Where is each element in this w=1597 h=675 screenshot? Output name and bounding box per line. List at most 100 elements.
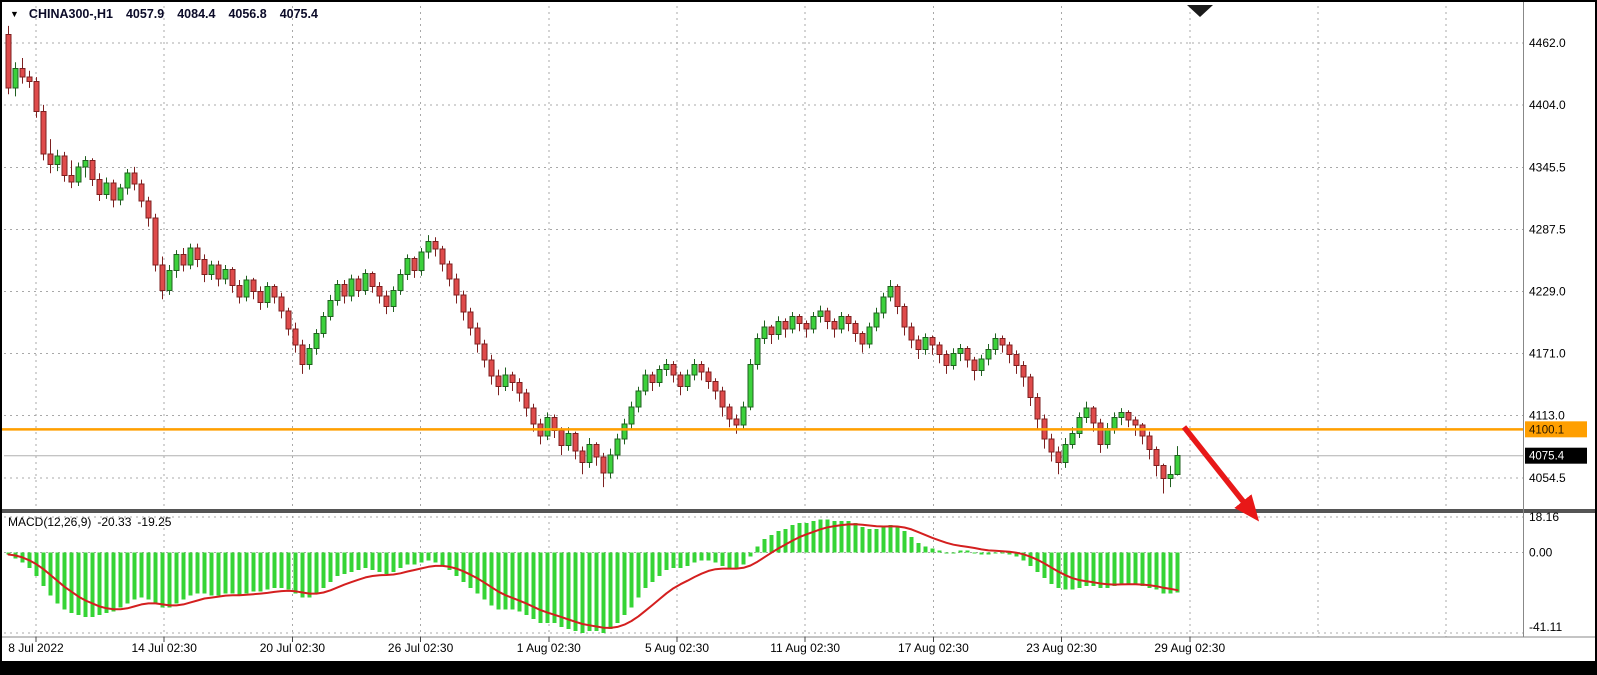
time-axis-label: 26 Jul 02:30 <box>388 641 454 655</box>
macd-histogram-bar <box>265 552 270 590</box>
price-axis-labels: 4462.0 4404.0 4345.5 4287.5 4229.0 4171.0 4113… <box>1529 36 1566 485</box>
candle-body <box>1062 443 1069 464</box>
collapse-triangle-icon[interactable]: ▼ <box>10 9 19 19</box>
candle-body <box>1118 411 1125 419</box>
candle-body <box>229 268 236 286</box>
macd-histogram-bar <box>279 552 284 588</box>
macd-histogram-bar <box>1140 552 1145 586</box>
ohlc-open-value: 4057.9 <box>125 7 165 21</box>
candle-body <box>432 241 439 250</box>
macd-histogram-bar <box>475 552 480 594</box>
macd-histogram-bar <box>930 548 935 553</box>
macd-histogram-bar <box>1091 552 1096 586</box>
candle-body <box>75 166 82 183</box>
macd-panel-area[interactable] <box>4 514 1523 637</box>
macd-axis-label: 18.16 <box>1529 510 1559 524</box>
macd-histogram-bar <box>342 552 347 575</box>
candle-body <box>243 279 250 298</box>
candle-body <box>831 321 838 330</box>
macd-histogram-bar <box>860 527 865 553</box>
candle-body <box>719 390 726 408</box>
candle-body <box>222 268 229 280</box>
candle-body <box>1048 438 1055 453</box>
candle-body <box>1097 422 1104 445</box>
macd-histogram-bar <box>69 552 74 614</box>
candle-body <box>138 183 145 202</box>
time-axis-label: 29 Aug 02:30 <box>1154 641 1225 655</box>
candle-body <box>565 433 572 446</box>
macd-histogram-bar <box>1133 552 1138 584</box>
candlestick-series <box>5 25 1181 494</box>
candle-body <box>908 326 915 341</box>
candle-body <box>1076 417 1083 435</box>
macd-indicator <box>6 519 1180 633</box>
candle-body <box>887 285 894 298</box>
macd-histogram-bar <box>496 552 501 610</box>
macd-histogram-bar <box>146 552 151 600</box>
window-bottom-edge-bar <box>0 662 1597 675</box>
candle-body <box>1146 435 1153 451</box>
candle-body <box>852 323 859 334</box>
candle-body <box>649 374 656 383</box>
macd-histogram-bar <box>1063 552 1068 590</box>
candle-body <box>320 315 327 334</box>
main-chart-plot-area[interactable] <box>4 6 1523 508</box>
candle-body <box>292 328 299 346</box>
macd-indicator-label: MACD(12,26,9) -20.33 -19.25 <box>8 515 171 529</box>
candle-body <box>488 359 495 377</box>
time-axis-area[interactable] <box>2 638 1525 660</box>
time-axis-label: 20 Jul 02:30 <box>260 641 326 655</box>
trend-arrow[interactable] <box>1181 425 1260 522</box>
macd-histogram-bar <box>958 550 963 553</box>
candle-body <box>397 274 404 292</box>
candle-body <box>481 343 488 361</box>
current-price-badge-text: 4075.4 <box>1529 451 1565 463</box>
macd-histogram-bar <box>853 523 858 553</box>
macd-histogram-bar <box>538 552 543 623</box>
candle-body <box>705 371 712 382</box>
macd-histogram-bar <box>678 552 683 569</box>
macd-histogram-bar <box>447 552 452 571</box>
macd-histogram-bar <box>1147 552 1152 588</box>
macd-histogram-bar <box>608 552 613 629</box>
macd-histogram-bar <box>370 552 375 571</box>
macd-histogram-bar <box>685 552 690 567</box>
macd-histogram-bar <box>755 546 760 553</box>
chart-shift-marker-icon[interactable] <box>1187 5 1213 17</box>
candle-body <box>971 359 978 372</box>
macd-histogram-bar <box>153 552 158 604</box>
time-axis-label: 1 Aug 02:30 <box>517 641 581 655</box>
macd-histogram-bar <box>580 552 585 633</box>
macd-histogram-bar <box>300 552 305 598</box>
macd-histogram-bar <box>664 552 669 571</box>
ohlc-close-value: 4075.4 <box>279 7 318 21</box>
macd-histogram-bar <box>783 529 788 553</box>
candle-body <box>684 374 691 388</box>
time-axis-label: 14 Jul 02:30 <box>132 641 198 655</box>
candle-body <box>663 363 670 371</box>
candle-body <box>873 312 880 328</box>
price-axis-label: 4287.5 <box>1529 222 1566 236</box>
macd-histogram-bar <box>503 552 508 610</box>
macd-histogram-bar <box>244 552 249 594</box>
panel-splitter[interactable] <box>0 509 1597 513</box>
chart-header: ▼ CHINA300-,H1 4057.9 4084.4 4056.8 4075… <box>10 7 318 21</box>
candle-body <box>61 155 68 176</box>
candle-body <box>614 438 621 456</box>
candle-body <box>901 306 908 328</box>
candle-body <box>467 311 474 329</box>
candle-body <box>306 347 313 365</box>
ohlc-high-value: 4084.4 <box>177 7 216 21</box>
macd-histogram-bar <box>1126 552 1131 584</box>
candle-body <box>733 418 740 426</box>
price-axis-area[interactable] <box>1525 3 1594 636</box>
macd-histogram-bar <box>349 552 354 573</box>
macd-histogram-bar <box>769 534 774 553</box>
macd-histogram-bar <box>272 552 277 588</box>
candle-body <box>264 285 271 303</box>
candle-body <box>1020 364 1027 378</box>
macd-histogram-bar <box>1112 552 1117 586</box>
candle-body <box>726 406 733 420</box>
candle-body <box>131 172 138 185</box>
